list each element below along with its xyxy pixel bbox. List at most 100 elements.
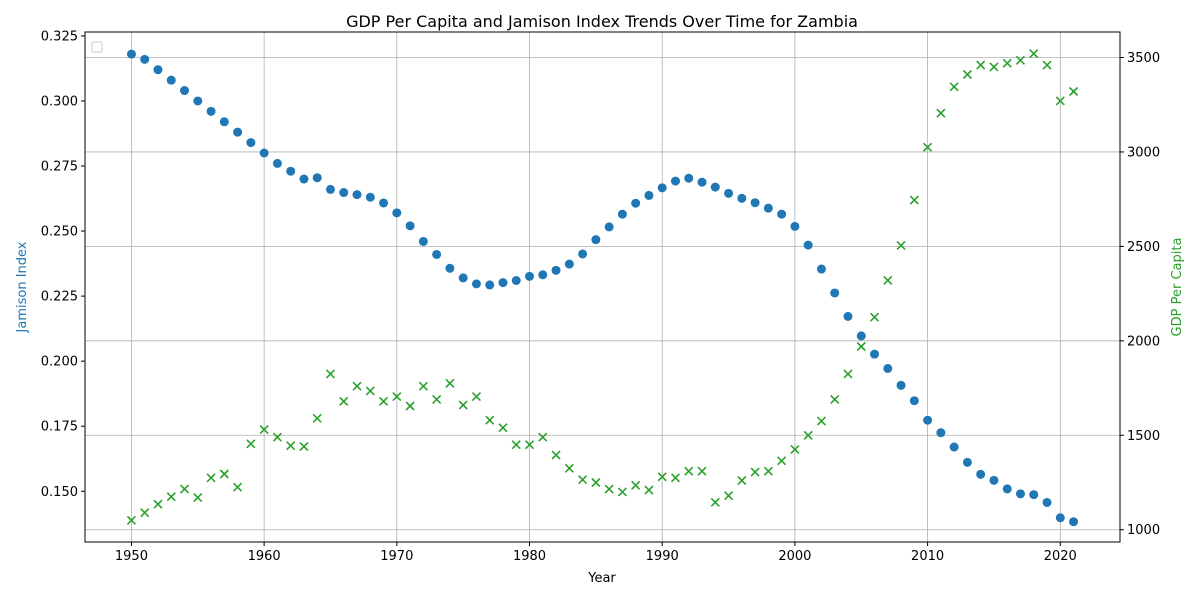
gdp-marker-stroke	[949, 82, 959, 92]
gdp-per-capita-point	[272, 432, 282, 442]
chart-title: GDP Per Capita and Jamison Index Trends …	[346, 12, 858, 31]
right-y-tick-label: 1000	[1127, 523, 1160, 538]
jamison-index-point	[830, 288, 840, 298]
data-marks	[126, 49, 1079, 527]
gdp-marker-stroke	[418, 381, 428, 391]
jamison-index-point	[750, 198, 760, 208]
jamison-index-point	[259, 148, 269, 158]
gdp-marker-stroke	[1068, 86, 1079, 97]
left-y-tick-label: 0.200	[41, 355, 78, 370]
gdp-per-capita-point	[843, 369, 853, 379]
gdp-marker-stroke	[458, 400, 468, 410]
gdp-per-capita-point	[670, 473, 681, 483]
gdp-marker-stroke	[962, 69, 972, 80]
jamison-index-point	[883, 363, 893, 373]
gdp-marker-stroke	[551, 450, 561, 460]
gdp-marker-stroke	[737, 476, 747, 486]
gdp-per-capita-point	[1029, 49, 1039, 59]
gdp-per-capita-point	[644, 485, 654, 495]
gdp-per-capita-point	[909, 195, 919, 205]
gdp-per-capita-point	[763, 466, 773, 476]
gdp-marker-stroke	[538, 432, 548, 442]
gdp-per-capita-point	[936, 108, 946, 118]
jamison-index-point	[896, 380, 906, 390]
gdp-per-capita-point	[365, 386, 375, 396]
jamison-index-point	[909, 396, 919, 406]
jamison-index-point	[1069, 517, 1079, 527]
gdp-per-capita-point	[657, 472, 667, 482]
gdp-marker-stroke	[564, 463, 574, 473]
jamison-index-point	[538, 270, 548, 280]
jamison-index-point	[286, 166, 296, 176]
gdp-per-capita-point	[140, 508, 150, 518]
jamison-index-point	[445, 263, 455, 273]
gdp-marker-stroke	[299, 442, 309, 452]
gdp-marker-stroke	[1015, 55, 1026, 65]
jamison-index-point	[379, 198, 389, 208]
gdp-marker-stroke	[126, 515, 137, 525]
jamison-index-point	[737, 193, 747, 203]
jamison-index-point	[816, 264, 826, 274]
jamison-index-point	[684, 173, 694, 183]
jamison-index-point	[299, 174, 309, 184]
x-axis-title: Year	[587, 571, 616, 586]
gdp-marker-stroke	[803, 430, 813, 440]
jamison-index-point	[339, 188, 349, 198]
jamison-index-point	[591, 235, 601, 245]
gdp-per-capita-point	[750, 467, 760, 477]
gdp-marker-stroke	[193, 493, 203, 503]
jamison-index-point	[1015, 489, 1025, 499]
gdp-marker-stroke	[684, 466, 694, 476]
gdp-marker-stroke	[723, 491, 734, 501]
jamison-index-point	[405, 221, 415, 231]
gdp-per-capita-point	[458, 400, 468, 410]
gdp-marker-stroke	[233, 482, 243, 492]
x-tick-label: 2020	[1044, 549, 1077, 564]
jamison-index-point	[989, 475, 999, 485]
gdp-per-capita-point	[591, 477, 601, 488]
gdp-marker-stroke	[405, 401, 415, 411]
jamison-index-point	[525, 271, 535, 281]
jamison-index-point	[471, 279, 481, 289]
gdp-per-capita-point	[737, 476, 747, 486]
jamison-index-point	[193, 96, 203, 106]
jamison-index-point	[644, 190, 654, 200]
jamison-index-point	[352, 190, 362, 200]
gdp-per-capita-point	[989, 62, 999, 72]
jamison-index-point	[233, 127, 243, 137]
gdp-per-capita-point	[126, 515, 137, 525]
gdp-per-capita-point	[684, 466, 694, 476]
gdp-per-capita-point	[206, 473, 216, 483]
gdp-marker-stroke	[976, 60, 986, 70]
right-y-tick-label: 2000	[1127, 334, 1160, 349]
gdp-per-capita-point	[246, 439, 256, 449]
gdp-per-capita-point	[193, 493, 203, 503]
x-tick-label: 2000	[778, 549, 811, 564]
jamison-index-point	[856, 331, 866, 341]
jamison-index-point	[219, 117, 229, 127]
left-y-tick-label: 0.300	[41, 94, 78, 109]
right-y-tick-label: 3500	[1127, 51, 1160, 66]
gdp-marker-stroke	[432, 394, 442, 404]
gdp-per-capita-point	[790, 444, 800, 455]
gdp-marker-stroke	[1002, 58, 1012, 68]
gdp-marker-stroke	[750, 467, 760, 477]
gdp-marker-stroke	[710, 497, 720, 507]
gdp-per-capita-point	[352, 381, 362, 391]
plot-frame	[84, 31, 1121, 543]
right-y-tick-label: 2500	[1127, 240, 1160, 255]
jamison-index-point	[870, 349, 880, 359]
x-tick-label: 1950	[115, 549, 148, 564]
jamison-index-point	[485, 280, 495, 290]
jamison-index-point	[206, 106, 216, 116]
jamison-index-point	[1055, 513, 1065, 523]
gdp-marker-stroke	[140, 508, 150, 518]
gdp-marker-stroke	[697, 466, 707, 476]
gdp-marker-stroke	[989, 62, 999, 72]
gdp-per-capita-point	[498, 423, 508, 433]
gdp-marker-stroke	[365, 386, 375, 396]
jamison-index-point	[976, 469, 986, 479]
gdp-per-capita-point	[471, 391, 482, 402]
gdp-per-capita-point	[179, 484, 190, 494]
